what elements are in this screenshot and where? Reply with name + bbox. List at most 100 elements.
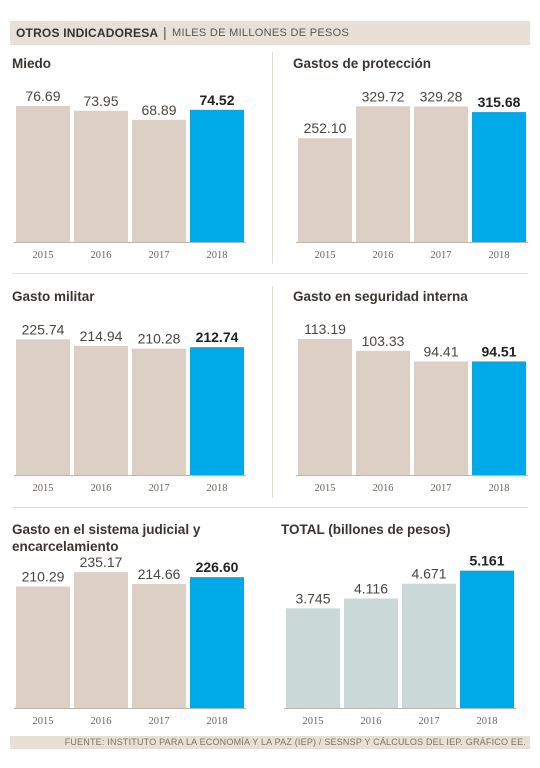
tick-label-2016: 2016 xyxy=(91,716,112,727)
bar-2017 xyxy=(414,106,468,242)
bar-2016 xyxy=(356,106,410,242)
chart-title: Miedo xyxy=(12,56,51,71)
divider-h-1 xyxy=(12,273,528,274)
bar-2017 xyxy=(402,583,456,708)
header-separator: | xyxy=(163,24,167,40)
data-label-2015: 3.745 xyxy=(295,590,330,606)
bar-2018 xyxy=(472,361,526,475)
tick-label-2018: 2018 xyxy=(207,716,228,727)
chart-total: TOTAL (billones de pesos) 3.745 2015 4.116… xyxy=(281,521,528,731)
data-label-2017: 4.671 xyxy=(411,566,446,582)
chart-title: Gasto en el sistema judicial y encarcela… xyxy=(12,521,200,555)
tick-label-2017: 2017 xyxy=(149,250,170,261)
chart-title-line-1: Gasto en el sistema judicial y xyxy=(12,522,201,537)
data-label-2017: 94.41 xyxy=(423,344,458,360)
tick-label-2018: 2018 xyxy=(489,483,510,494)
tick-label-2015: 2015 xyxy=(315,250,336,261)
chart-title: Gasto en seguridad interna xyxy=(293,289,468,304)
data-label-2018: 5.161 xyxy=(469,553,504,569)
tick-label-2015: 2015 xyxy=(33,250,54,261)
bar-2018 xyxy=(460,570,514,708)
data-label-2018: 212.74 xyxy=(196,329,239,345)
tick-label-2016: 2016 xyxy=(373,250,394,261)
bar-2015 xyxy=(298,338,352,475)
bar-2018 xyxy=(190,109,244,242)
header-subtitle: MILES DE MILLONES DE PESOS xyxy=(172,27,350,39)
chart-gastos-proteccion: Gastos de protección 252.10 2015 329.72 201… xyxy=(293,55,528,265)
data-label-2017: 68.89 xyxy=(141,102,176,118)
bar-2016 xyxy=(74,345,128,475)
tick-label-2017: 2017 xyxy=(431,250,452,261)
chart-svg: 3.745 2015 4.116 2016 4.671 2017 5.161 2018 xyxy=(284,553,516,727)
bar-2017 xyxy=(132,348,186,475)
tick-label-2016: 2016 xyxy=(91,483,112,494)
data-label-2016: 103.33 xyxy=(362,333,405,349)
tick-label-2018: 2018 xyxy=(207,483,228,494)
data-label-2016: 235.17 xyxy=(80,554,123,570)
tick-label-2017: 2017 xyxy=(149,483,170,494)
data-label-2015: 210.29 xyxy=(22,569,65,585)
data-label-2015: 76.69 xyxy=(25,88,60,104)
data-label-2018: 74.52 xyxy=(199,92,234,108)
chart-gasto-militar: Gasto militar 225.74 2015 214.94 2016 210.28… xyxy=(12,288,258,498)
tick-label-2018: 2018 xyxy=(477,716,498,727)
source-text: FUENTE: INSTITUTO PARA LA ECONOMÍA Y LA … xyxy=(64,737,526,747)
chart-title-line-2: encarcelamiento xyxy=(12,539,119,554)
tick-label-2017: 2017 xyxy=(431,483,452,494)
bar-2016 xyxy=(74,572,128,708)
tick-label-2015: 2015 xyxy=(33,716,54,727)
bar-2017 xyxy=(132,584,186,708)
data-label-2018: 226.60 xyxy=(196,559,239,575)
tick-label-2018: 2018 xyxy=(207,250,228,261)
data-label-2015: 252.10 xyxy=(304,120,347,136)
tick-label-2017: 2017 xyxy=(419,716,440,727)
data-label-2016: 329.72 xyxy=(362,88,405,104)
chart-svg: 210.29 2015 235.17 2016 214.66 2017 226.60 2018 xyxy=(14,554,246,727)
data-label-2015: 113.19 xyxy=(304,321,346,337)
header-title: OTROS INDICADORESA xyxy=(16,26,159,40)
bar-2015 xyxy=(16,586,70,708)
chart-title: Gastos de protección xyxy=(293,56,432,71)
bar-2015 xyxy=(298,138,352,242)
chart-svg: 76.69 2015 73.95 2016 68.89 2017 74.52 2018 xyxy=(14,88,246,261)
tick-label-2016: 2016 xyxy=(373,483,394,494)
data-label-2017: 210.28 xyxy=(138,331,181,347)
header-bar: OTROS INDICADORESA | MILES DE MILLONES D… xyxy=(10,21,530,45)
bar-2018 xyxy=(190,577,244,708)
chart-sistema-judicial: Gasto en el sistema judicial y encarcela… xyxy=(12,521,258,731)
data-label-2016: 4.116 xyxy=(354,580,388,596)
divider-h-2 xyxy=(12,507,528,508)
data-label-2018: 315.68 xyxy=(478,94,521,110)
bar-2016 xyxy=(356,350,410,475)
bar-2017 xyxy=(132,119,186,242)
data-label-2018: 94.51 xyxy=(481,343,516,359)
data-label-2017: 329.28 xyxy=(420,88,463,104)
tick-label-2015: 2015 xyxy=(303,716,324,727)
data-label-2015: 225.74 xyxy=(22,321,65,337)
chart-miedo: Miedo 76.69 2015 73.95 2016 68.89 2017 74.52 20… xyxy=(12,55,258,265)
bar-2018 xyxy=(472,112,526,242)
bar-2015 xyxy=(16,339,70,475)
tick-label-2018: 2018 xyxy=(489,250,510,261)
tick-label-2016: 2016 xyxy=(91,250,112,261)
bar-2016 xyxy=(344,598,398,708)
chart-title: TOTAL (billones de pesos) xyxy=(281,522,451,537)
tick-label-2017: 2017 xyxy=(149,716,170,727)
tick-label-2015: 2015 xyxy=(315,483,336,494)
chart-svg: 252.10 2015 329.72 2016 329.28 2017 315.68 2018 xyxy=(296,88,528,261)
bar-2016 xyxy=(74,110,128,242)
tick-label-2016: 2016 xyxy=(361,716,382,727)
chart-svg: 113.19 2015 103.33 2016 94.41 2017 94.51 2018 xyxy=(296,321,528,494)
data-label-2016: 73.95 xyxy=(83,93,118,109)
bar-2015 xyxy=(286,608,340,708)
tick-label-2015: 2015 xyxy=(33,483,54,494)
chart-seguridad-interna: Gasto en seguridad interna 113.19 2015 103… xyxy=(293,288,528,498)
bar-2015 xyxy=(16,105,70,242)
chart-svg: 225.74 2015 214.94 2016 210.28 2017 212.74 2018 xyxy=(14,321,246,494)
data-label-2016: 214.94 xyxy=(80,328,123,344)
chart-title: Gasto militar xyxy=(12,289,95,304)
bar-2018 xyxy=(190,347,244,475)
source-footer: FUENTE: INSTITUTO PARA LA ECONOMÍA Y LA … xyxy=(10,736,530,749)
divider-v-2 xyxy=(272,286,273,498)
bar-2017 xyxy=(414,361,468,475)
